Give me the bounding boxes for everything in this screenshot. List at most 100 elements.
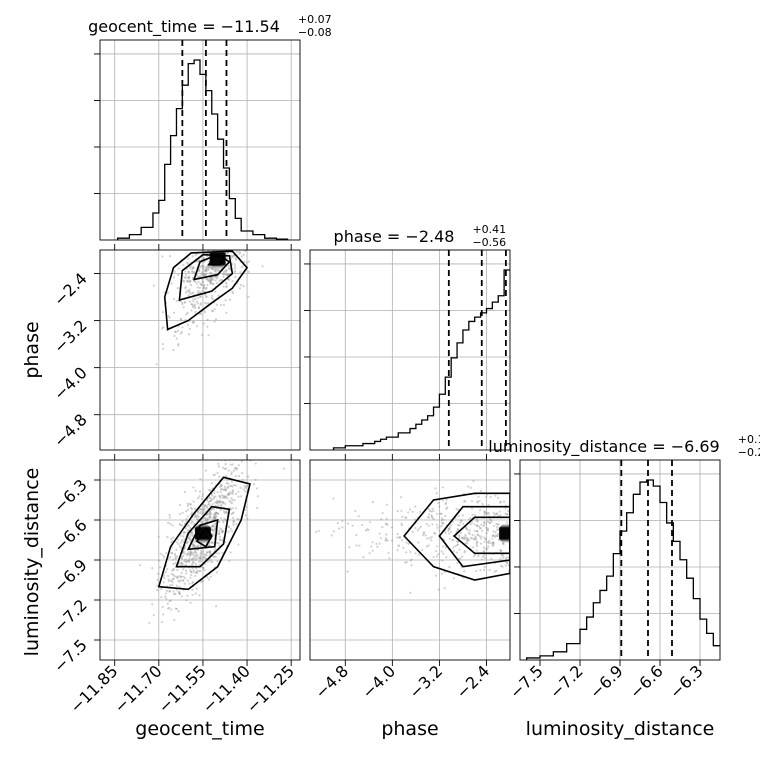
- scatter-point: [173, 593, 176, 596]
- scatter-point: [238, 227, 240, 229]
- scatter-point: [213, 307, 216, 311]
- scatter-point: [195, 515, 198, 518]
- scatter-point: [548, 506, 550, 508]
- scatter-point: [173, 618, 176, 621]
- scatter-point: [501, 565, 504, 568]
- scatter-point: [189, 550, 193, 553]
- scatter-point: [156, 588, 159, 592]
- scatter-point: [208, 279, 211, 283]
- scatter-point: [634, 515, 636, 517]
- scatter-point: [165, 589, 168, 592]
- scatter-point: [206, 507, 209, 510]
- scatter-point: [535, 561, 537, 563]
- scatter-point: [167, 521, 170, 525]
- scatter-point: [161, 554, 165, 557]
- scatter-point: [208, 550, 212, 554]
- scatter-point: [202, 503, 205, 506]
- scatter-point: [229, 501, 232, 504]
- scatter-point: [168, 516, 171, 519]
- scatter-point: [533, 529, 535, 531]
- scatter-point: [217, 512, 220, 515]
- scatter-point: [549, 522, 551, 524]
- histogram-phase: [332, 269, 510, 450]
- scatter-point: [230, 244, 232, 246]
- scatter-point: [193, 546, 196, 549]
- scatter-point: [602, 496, 604, 498]
- scatter-point: [629, 548, 631, 550]
- scatter-point: [251, 443, 253, 445]
- scatter-point: [205, 295, 208, 299]
- scatter-point: [247, 235, 249, 237]
- scatter-point: [499, 500, 503, 503]
- scatter-point: [569, 500, 571, 502]
- scatter-point: [227, 218, 229, 220]
- scatter-point: [194, 489, 197, 493]
- scatter-point: [492, 534, 496, 537]
- scatter-point: [239, 283, 243, 287]
- scatter-point: [214, 555, 217, 558]
- scatter-point: [213, 513, 216, 516]
- scatter-point: [378, 542, 381, 545]
- scatter-point: [204, 246, 206, 248]
- scatter-point: [526, 541, 528, 543]
- scatter-point: [183, 301, 186, 304]
- scatter-point: [194, 559, 197, 562]
- scatter-point: [278, 170, 280, 172]
- scatter-point: [199, 478, 202, 481]
- scatter-point: [481, 502, 484, 505]
- scatter-point: [202, 550, 205, 553]
- scatter-point: [210, 494, 214, 497]
- scatter-point: [435, 492, 438, 495]
- scatter-point: [191, 255, 194, 258]
- scatter-point: [554, 529, 556, 531]
- contour-level-2: [178, 253, 234, 302]
- scatter-point: [581, 514, 583, 516]
- scatter-point: [222, 273, 225, 276]
- scatter-point: [164, 592, 167, 595]
- scatter-point: [190, 270, 194, 273]
- scatter-point: [586, 562, 588, 564]
- scatter-point: [221, 551, 224, 555]
- scatter-point: [594, 536, 596, 538]
- scatter-point: [218, 538, 221, 541]
- scatter-point: [193, 507, 197, 510]
- scatter-point: [162, 613, 165, 616]
- scatter-point: [235, 522, 238, 526]
- scatter-point: [549, 526, 551, 528]
- scatter-point: [204, 553, 207, 557]
- scatter-point: [194, 549, 197, 552]
- scatter-point: [208, 510, 212, 513]
- scatter-point: [207, 502, 211, 506]
- scatter-point: [236, 226, 238, 228]
- scatter-point: [190, 520, 193, 523]
- scatter-point: [532, 523, 534, 525]
- scatter-point: [245, 261, 249, 264]
- scatter-point: [228, 242, 230, 244]
- scatter-point: [603, 529, 605, 531]
- scatter-point: [591, 530, 593, 532]
- scatter-point: [181, 579, 185, 582]
- scatter-point: [218, 535, 222, 538]
- scatter-point: [202, 555, 206, 558]
- scatter-point: [163, 577, 166, 580]
- scatter-point: [532, 550, 534, 552]
- scatter-point: [220, 488, 223, 491]
- scatter-point: [478, 499, 481, 503]
- scatter-point: [212, 282, 215, 285]
- scatter-point: [199, 302, 202, 305]
- scatter-point: [368, 552, 371, 555]
- scatter-point: [157, 535, 160, 538]
- scatter-point: [491, 544, 494, 547]
- scatter-point: [507, 556, 510, 559]
- scatter-point: [205, 247, 207, 249]
- scatter-point: [239, 204, 241, 206]
- scatter-point: [515, 550, 517, 552]
- scatter-point: [201, 267, 204, 270]
- scatter-point: [220, 241, 222, 243]
- scatter-point: [231, 246, 233, 248]
- scatter-point: [165, 597, 168, 600]
- scatter-point: [256, 226, 258, 228]
- scatter-point: [180, 546, 183, 549]
- scatter-point: [189, 506, 193, 509]
- scatter-point: [259, 179, 261, 181]
